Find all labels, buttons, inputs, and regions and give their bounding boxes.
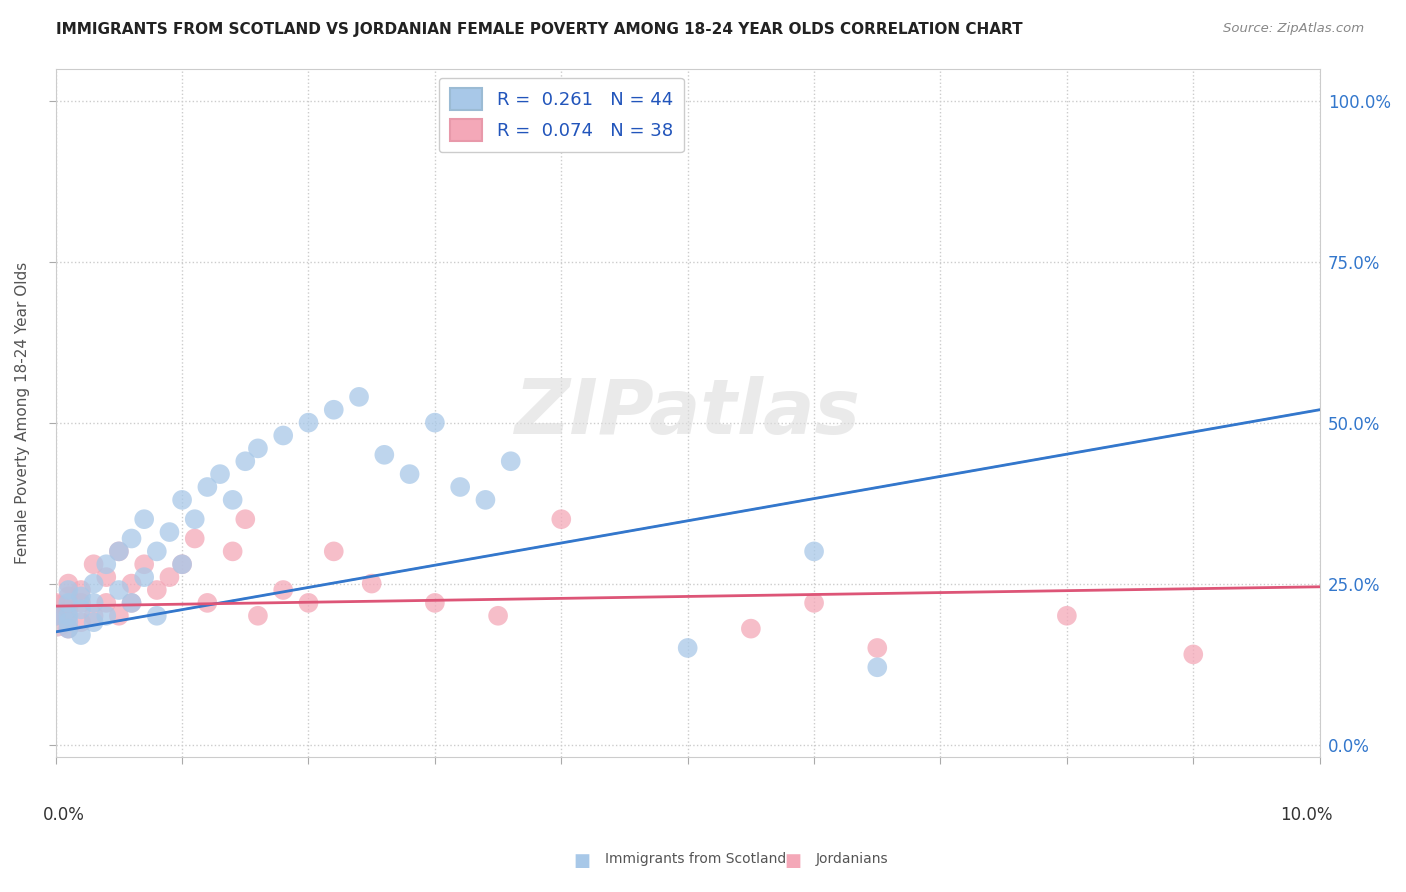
Point xyxy=(45,608,67,623)
Point xyxy=(45,608,67,623)
Point xyxy=(45,596,67,610)
Point xyxy=(1182,648,1205,662)
Point xyxy=(208,467,231,482)
Point xyxy=(172,558,194,572)
Point xyxy=(70,628,93,642)
Point xyxy=(184,512,207,526)
Point xyxy=(96,558,118,572)
Point xyxy=(676,640,699,655)
Point xyxy=(108,582,131,597)
Point xyxy=(221,544,243,558)
Point xyxy=(83,596,105,610)
Point xyxy=(58,622,80,636)
Point xyxy=(70,582,93,597)
Text: 0.0%: 0.0% xyxy=(44,805,84,823)
Point xyxy=(146,544,169,558)
Point xyxy=(159,570,181,584)
Point xyxy=(803,596,825,610)
Point xyxy=(172,492,194,507)
Point xyxy=(58,608,80,623)
Point xyxy=(121,532,143,546)
Point xyxy=(271,582,294,597)
Legend: R =  0.261   N = 44, R =  0.074   N = 38: R = 0.261 N = 44, R = 0.074 N = 38 xyxy=(439,78,683,153)
Text: ■: ■ xyxy=(574,852,591,870)
Point xyxy=(121,576,143,591)
Text: Immigrants from Scotland: Immigrants from Scotland xyxy=(605,852,786,866)
Point xyxy=(70,596,93,610)
Point xyxy=(70,590,93,604)
Text: ZIPatlas: ZIPatlas xyxy=(515,376,860,450)
Point xyxy=(322,402,344,417)
Point xyxy=(58,596,80,610)
Point xyxy=(499,454,522,468)
Point xyxy=(159,524,181,539)
Point xyxy=(803,544,825,558)
Text: Jordanians: Jordanians xyxy=(815,852,889,866)
Point xyxy=(172,558,194,572)
Point xyxy=(108,608,131,623)
Point xyxy=(96,596,118,610)
Point xyxy=(83,558,105,572)
Point xyxy=(134,512,156,526)
Point xyxy=(233,512,256,526)
Text: IMMIGRANTS FROM SCOTLAND VS JORDANIAN FEMALE POVERTY AMONG 18-24 YEAR OLDS CORRE: IMMIGRANTS FROM SCOTLAND VS JORDANIAN FE… xyxy=(56,22,1024,37)
Point xyxy=(740,622,762,636)
Point xyxy=(423,596,446,610)
Point xyxy=(146,608,169,623)
Point xyxy=(195,480,218,494)
Point xyxy=(96,608,118,623)
Point xyxy=(1056,608,1078,623)
Point xyxy=(83,615,105,630)
Point xyxy=(347,390,370,404)
Point xyxy=(121,596,143,610)
Point xyxy=(246,442,269,456)
Point xyxy=(297,596,319,610)
Point xyxy=(146,582,169,597)
Point xyxy=(550,512,572,526)
Point xyxy=(373,448,395,462)
Point xyxy=(58,582,80,597)
Point xyxy=(866,660,889,674)
Point xyxy=(195,596,218,610)
Point xyxy=(70,615,93,630)
Point xyxy=(486,608,509,623)
Point xyxy=(233,454,256,468)
Point xyxy=(58,622,80,636)
Text: 10.0%: 10.0% xyxy=(1279,805,1333,823)
Point xyxy=(271,428,294,442)
Point xyxy=(45,608,67,623)
Point xyxy=(45,608,67,623)
Point xyxy=(360,576,382,591)
Point xyxy=(134,558,156,572)
Point xyxy=(246,608,269,623)
Point xyxy=(121,596,143,610)
Point xyxy=(398,467,420,482)
Point xyxy=(58,615,80,630)
Point xyxy=(297,416,319,430)
Point xyxy=(70,602,93,616)
Point xyxy=(58,590,80,604)
Point xyxy=(423,416,446,430)
Point xyxy=(134,570,156,584)
Text: ■: ■ xyxy=(785,852,801,870)
Text: Source: ZipAtlas.com: Source: ZipAtlas.com xyxy=(1223,22,1364,36)
Point xyxy=(474,492,496,507)
Point xyxy=(58,602,80,616)
Point xyxy=(322,544,344,558)
Point xyxy=(108,544,131,558)
Point xyxy=(184,532,207,546)
Point xyxy=(96,570,118,584)
Point xyxy=(58,576,80,591)
Point xyxy=(83,576,105,591)
Point xyxy=(83,608,105,623)
Point xyxy=(108,544,131,558)
Point xyxy=(449,480,471,494)
Point xyxy=(221,492,243,507)
Point xyxy=(866,640,889,655)
Y-axis label: Female Poverty Among 18-24 Year Olds: Female Poverty Among 18-24 Year Olds xyxy=(15,262,30,564)
